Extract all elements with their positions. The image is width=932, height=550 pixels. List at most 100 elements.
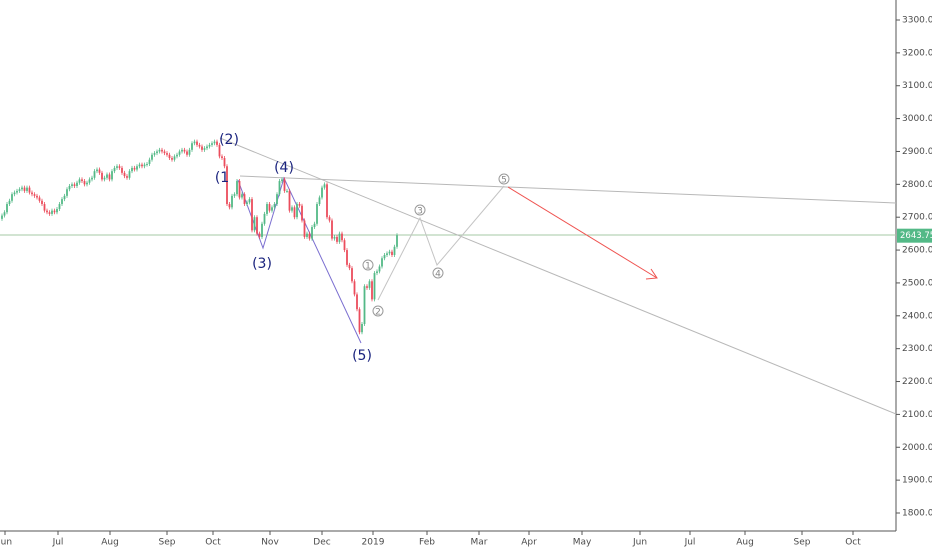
candle-body [1,215,3,219]
trend-line [219,137,897,415]
candle-body [163,151,166,154]
candle-body [378,266,381,272]
candle-body [8,200,11,205]
candle-body [356,294,358,310]
candle-body [238,181,241,198]
projection-label: 3 [417,207,423,217]
y-tick-label: 1800.00 [902,509,932,519]
candle-body [66,189,68,196]
candle-body [243,194,246,205]
candle-body [51,210,53,214]
candle-body [386,253,388,255]
x-tick-label: Nov [261,538,279,548]
candle-body [68,185,71,190]
circle [372,305,384,317]
candle-body [341,233,343,241]
y-tick-label: 2900.00 [902,147,932,157]
projection-label: 4 [435,270,441,280]
candle-body [141,164,143,167]
candle-body [98,169,101,173]
candle-body [353,281,356,295]
candle-body [248,199,251,203]
candle-body [336,236,338,242]
candle-body [376,271,378,274]
y-tick-label: 3200.00 [902,48,932,58]
candle-body [208,144,211,147]
wave-label: (1 [215,170,229,186]
candle-body [173,156,176,160]
candle-body [36,195,38,198]
candle-body [106,174,108,178]
candle-body [391,251,393,255]
candle-body [293,207,296,218]
candle-body [166,153,168,155]
candle-body [16,190,18,193]
candle-body [333,236,336,239]
candle-body [393,246,396,255]
x-tick-label: Jun [632,538,647,548]
candle-body [116,166,118,168]
candle-body [203,148,206,150]
candle-body [211,143,213,145]
wave-label: (2) [219,132,239,148]
y-tick-label: 3100.00 [902,81,932,91]
candle-body [76,182,78,186]
x-tick-label: Feb [419,538,435,548]
wave-label: (3) [252,256,272,272]
projection-path [377,185,505,301]
candle-body [306,233,308,237]
candle-body [228,204,231,208]
y-tick-label: 2400.00 [902,311,932,321]
candle-body [246,202,248,205]
candle-body [286,190,288,192]
candle-body [326,184,328,218]
candle-body [221,156,223,159]
trend-line [239,175,897,204]
candle-body [46,210,48,213]
candle-body [193,141,196,144]
candle-body [223,158,226,167]
x-tick-label: Sep [159,538,176,548]
last-price-label: 2643.75 [900,231,932,241]
candle-body [101,172,103,180]
projection-label: 5 [501,176,507,186]
candle-body [288,190,291,211]
candle-body [63,195,66,200]
candle-body [381,258,383,267]
candle-body [198,144,201,147]
candle-body [123,172,126,177]
candle-body [128,171,131,178]
x-tick-label: Mar [471,538,488,548]
x-tick-label: Oct [845,538,861,548]
candle-body [303,220,306,237]
candle-body [178,151,181,155]
candle-body [311,227,313,239]
target-arrow [507,186,658,279]
y-tick-label: 1900.00 [902,476,932,486]
candle-body [26,187,28,191]
x-tick-label: Sep [794,538,811,548]
y-tick-label: 2600.00 [902,246,932,256]
candle-body [396,235,398,247]
candle-body [121,167,123,173]
candle-body [343,240,346,251]
candle-body [316,204,318,224]
x-tick-label: Aug [736,538,754,548]
candle-body [138,164,141,167]
candle-body [266,204,268,214]
candle-body [136,166,138,170]
projection-label: 1 [365,262,371,272]
candle-body [86,182,88,185]
y-tick-label: 3000.00 [902,114,932,124]
x-tick-label: 2019 [362,538,385,548]
candle-body [3,212,6,216]
x-tick-label: Jul [52,538,64,548]
circle [362,259,374,271]
candle-body [176,154,178,157]
candles [1,139,398,335]
y-tick-label: 2100.00 [902,410,932,420]
candle-body [196,141,198,145]
candle-body [111,171,113,180]
candle-body [146,163,148,165]
candle-body [321,187,323,198]
